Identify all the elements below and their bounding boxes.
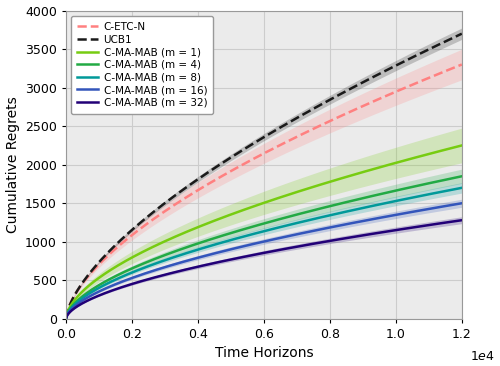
UCB1 bbox=[312, 106, 318, 110]
C-MA-MAB (m = 32) bbox=[459, 218, 465, 223]
Legend: C-ETC-N, UCB1, C-MA-MAB (m = 1), C-MA-MAB (m = 4), C-MA-MAB (m = 8), C-MA-MAB (m: C-ETC-N, UCB1, C-MA-MAB (m = 1), C-MA-MA… bbox=[71, 16, 214, 114]
C-ETC-N bbox=[350, 108, 356, 112]
Y-axis label: Cumulative Regrets: Cumulative Regrets bbox=[6, 96, 20, 233]
C-ETC-N bbox=[220, 173, 226, 178]
C-MA-MAB (m = 8) bbox=[348, 208, 354, 213]
C-MA-MAB (m = 8) bbox=[350, 208, 356, 212]
C-MA-MAB (m = 4) bbox=[459, 174, 465, 179]
C-ETC-N bbox=[459, 62, 465, 67]
C-MA-MAB (m = 4) bbox=[192, 242, 198, 247]
C-ETC-N bbox=[63, 316, 69, 320]
UCB1 bbox=[350, 85, 356, 89]
Line: C-MA-MAB (m = 32): C-MA-MAB (m = 32) bbox=[66, 220, 462, 318]
Line: C-MA-MAB (m = 1): C-MA-MAB (m = 1) bbox=[66, 145, 462, 318]
UCB1 bbox=[220, 160, 226, 165]
X-axis label: Time Horizons: Time Horizons bbox=[214, 347, 313, 361]
C-MA-MAB (m = 16) bbox=[220, 249, 226, 254]
C-MA-MAB (m = 32) bbox=[192, 265, 198, 270]
C-MA-MAB (m = 16) bbox=[312, 228, 318, 233]
C-ETC-N bbox=[312, 126, 318, 130]
C-MA-MAB (m = 4) bbox=[350, 198, 356, 202]
C-MA-MAB (m = 8) bbox=[220, 240, 226, 244]
C-MA-MAB (m = 1) bbox=[459, 143, 465, 147]
C-MA-MAB (m = 16) bbox=[459, 201, 465, 205]
Line: C-MA-MAB (m = 4): C-MA-MAB (m = 4) bbox=[66, 176, 462, 318]
C-MA-MAB (m = 16) bbox=[348, 221, 354, 225]
C-MA-MAB (m = 32) bbox=[220, 259, 226, 264]
C-MA-MAB (m = 32) bbox=[350, 235, 356, 239]
UCB1 bbox=[348, 86, 354, 90]
C-MA-MAB (m = 1) bbox=[348, 173, 354, 178]
C-MA-MAB (m = 32) bbox=[63, 316, 69, 321]
Line: C-MA-MAB (m = 16): C-MA-MAB (m = 16) bbox=[66, 203, 462, 318]
Line: C-MA-MAB (m = 8): C-MA-MAB (m = 8) bbox=[66, 188, 462, 318]
C-MA-MAB (m = 1) bbox=[312, 184, 318, 188]
C-MA-MAB (m = 4) bbox=[220, 234, 226, 238]
C-MA-MAB (m = 4) bbox=[63, 316, 69, 321]
UCB1 bbox=[63, 316, 69, 320]
C-MA-MAB (m = 1) bbox=[192, 226, 198, 231]
C-MA-MAB (m = 32) bbox=[312, 241, 318, 246]
UCB1 bbox=[459, 31, 465, 36]
C-MA-MAB (m = 1) bbox=[220, 215, 226, 220]
C-MA-MAB (m = 16) bbox=[350, 221, 356, 225]
C-MA-MAB (m = 16) bbox=[110, 283, 116, 287]
C-MA-MAB (m = 1) bbox=[350, 172, 356, 177]
C-MA-MAB (m = 8) bbox=[192, 248, 198, 253]
UCB1 bbox=[192, 179, 198, 183]
UCB1 bbox=[110, 244, 116, 249]
C-MA-MAB (m = 1) bbox=[63, 316, 69, 320]
C-MA-MAB (m = 16) bbox=[192, 256, 198, 261]
Line: UCB1: UCB1 bbox=[66, 34, 462, 318]
C-ETC-N bbox=[348, 109, 354, 113]
C-MA-MAB (m = 8) bbox=[63, 316, 69, 321]
Text: $1e4$: $1e4$ bbox=[470, 350, 494, 363]
C-MA-MAB (m = 32) bbox=[348, 235, 354, 239]
C-MA-MAB (m = 8) bbox=[110, 278, 116, 283]
C-MA-MAB (m = 8) bbox=[459, 186, 465, 190]
Line: C-ETC-N: C-ETC-N bbox=[66, 64, 462, 318]
C-MA-MAB (m = 32) bbox=[110, 288, 116, 292]
C-MA-MAB (m = 16) bbox=[63, 316, 69, 321]
C-MA-MAB (m = 8) bbox=[312, 217, 318, 221]
C-MA-MAB (m = 1) bbox=[110, 266, 116, 270]
C-MA-MAB (m = 4) bbox=[312, 208, 318, 212]
C-MA-MAB (m = 4) bbox=[110, 275, 116, 279]
C-MA-MAB (m = 4) bbox=[348, 199, 354, 203]
C-ETC-N bbox=[110, 248, 116, 253]
C-ETC-N bbox=[192, 190, 198, 194]
